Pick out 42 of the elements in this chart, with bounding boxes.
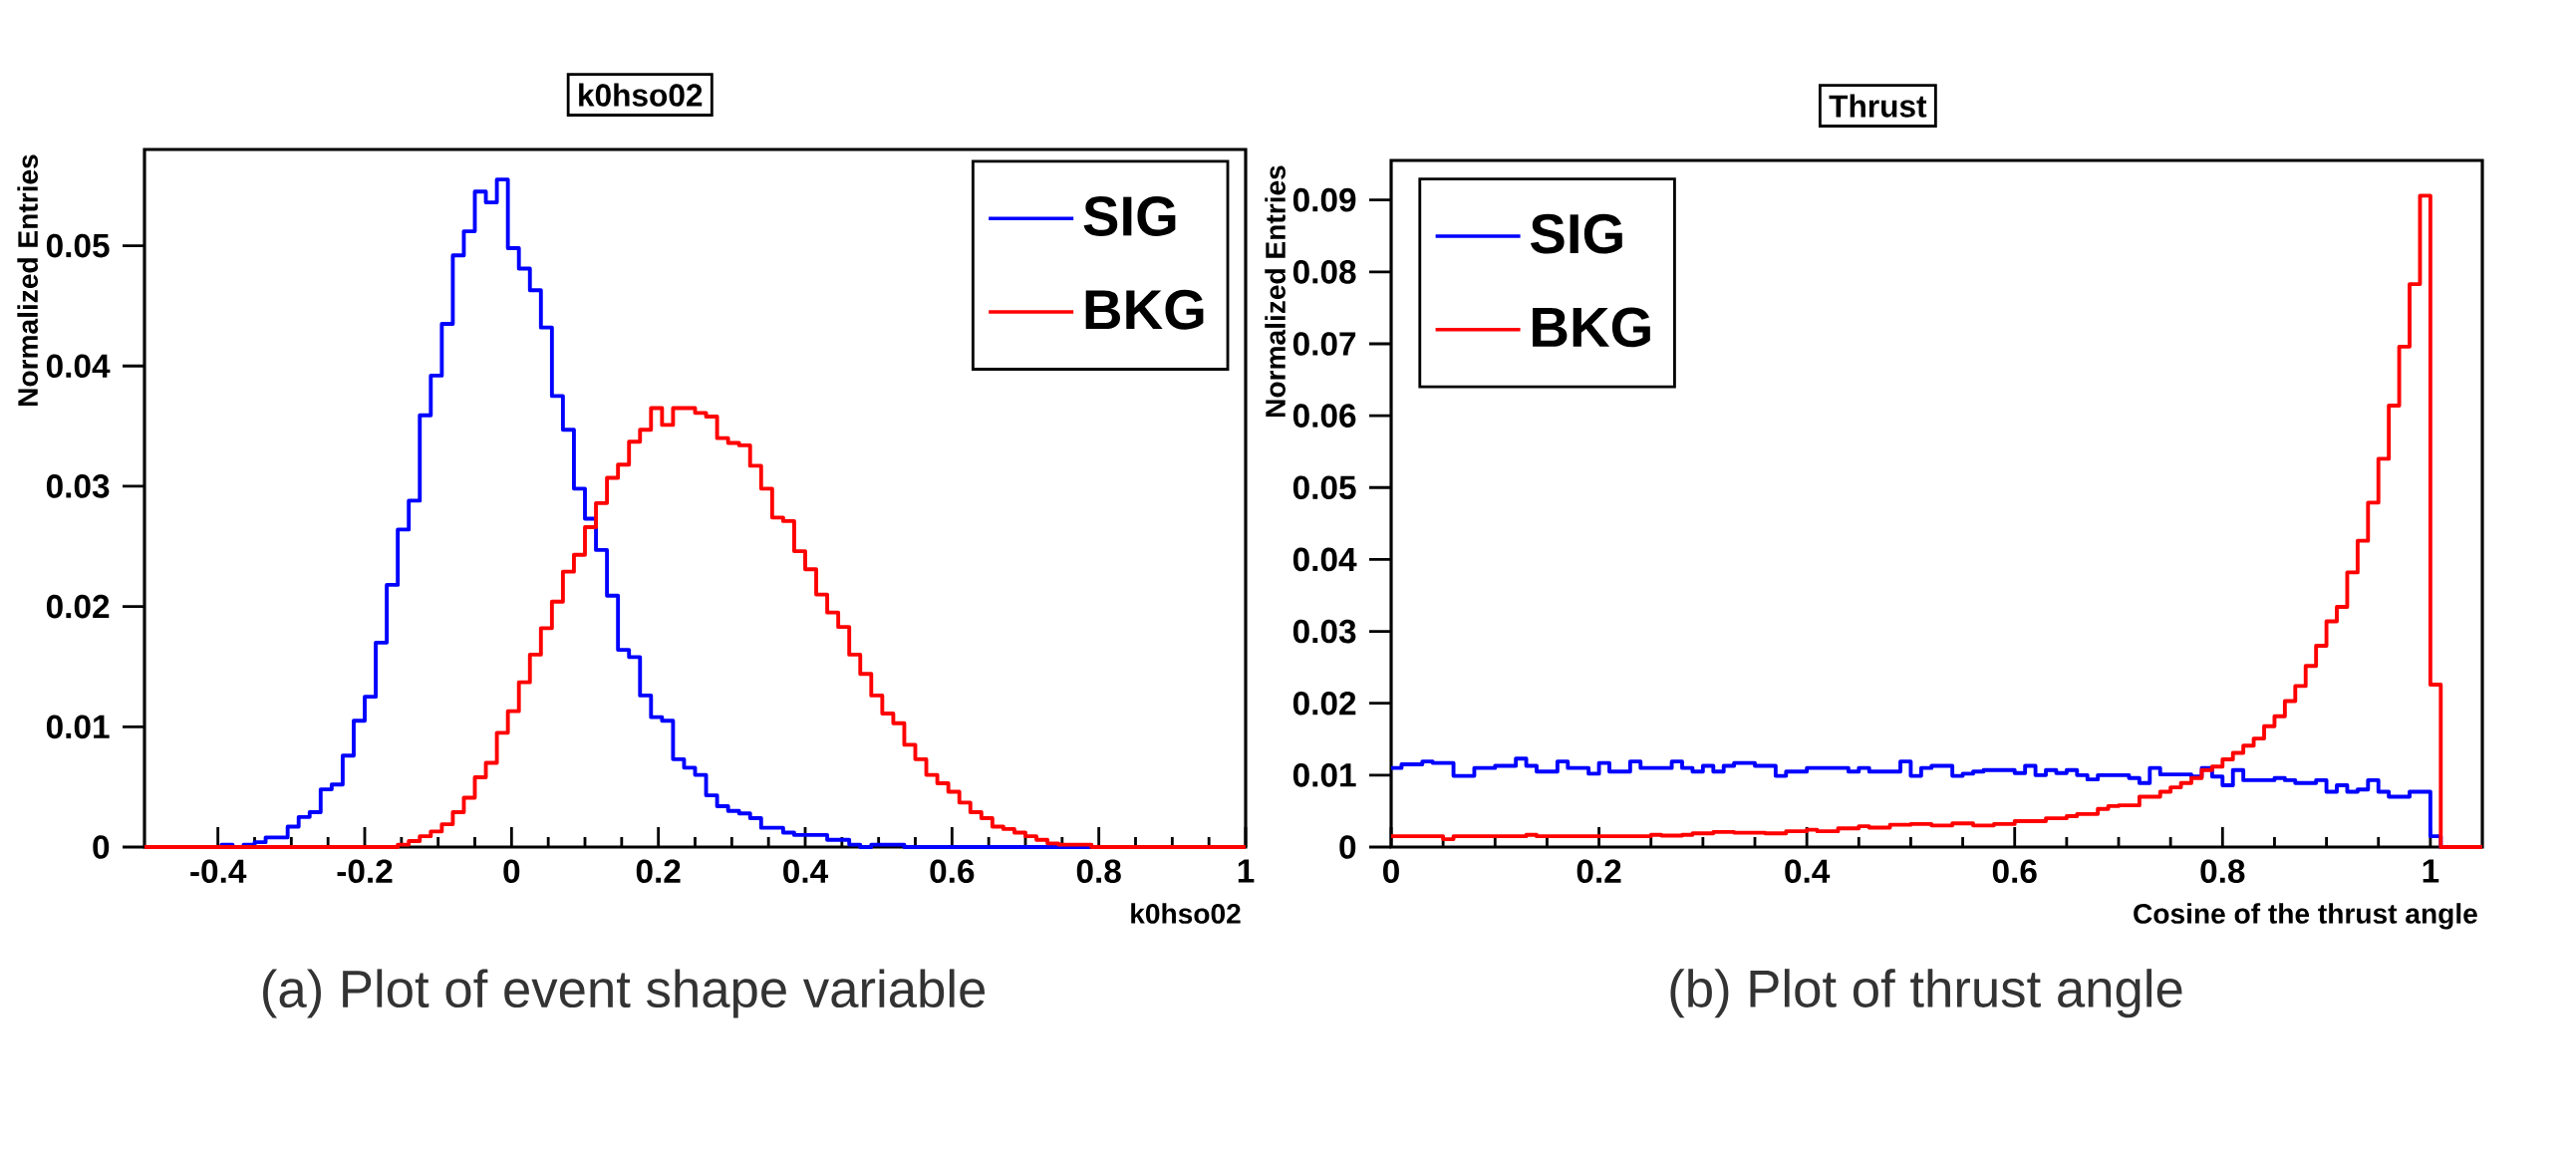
chart-title: Thrust (1829, 94, 1927, 118)
y-tick-label: 0.04 (46, 354, 111, 379)
y-tick-label: 0.05 (46, 233, 110, 258)
x-tick-label: 0.2 (636, 859, 681, 884)
x-axis-title: Cosine of the thrust angle (2134, 903, 2477, 930)
x-tick-label: 1 (2423, 859, 2439, 883)
y-tick-label: 0.08 (1292, 260, 1356, 284)
text: (b) Plot of thrust angle (1670, 969, 2182, 1018)
y-tick-label: 0.05 (1292, 475, 1356, 500)
legend-label: BKG (1533, 307, 1650, 348)
x-tick-label: 0.4 (1785, 859, 1831, 884)
y-axis-title: Normalized Entries (17, 154, 39, 407)
x-tick-label: -0.4 (190, 859, 247, 884)
x-tick-label: 0.8 (2200, 859, 2245, 884)
y-tick-label: 0.06 (1292, 404, 1356, 428)
legend-label: SIG (1083, 196, 1176, 236)
y-tick-label: 0.04 (1292, 547, 1357, 572)
chart-title: k0hso02 (579, 83, 703, 107)
y-tick-label: 0.09 (1292, 187, 1356, 212)
y-tick-label: 0.01 (46, 715, 110, 739)
x-tick-label: 0 (503, 859, 520, 884)
x-tick-label: 0 (1383, 859, 1399, 884)
x-axis-title: k0hso02 (1131, 903, 1241, 924)
y-tick-label: 0.07 (1292, 332, 1356, 356)
x-tick-label: 1 (1238, 859, 1255, 883)
x-tick-label: 0.4 (783, 859, 829, 884)
y-tick-label: 0 (93, 835, 110, 859)
legend-label: SIG (1530, 213, 1622, 254)
y-tick-label: 0.02 (1292, 691, 1356, 716)
x-tick-label: 0.6 (930, 859, 975, 884)
y-tick-label: 0.01 (1292, 763, 1356, 787)
x-tick-label: 0.2 (1576, 859, 1621, 884)
y-tick-label: 0.02 (46, 594, 110, 619)
legend-label: BKG (1085, 289, 1204, 330)
x-tick-label: 0.6 (1992, 859, 2037, 884)
x-tick-label: 0.8 (1076, 859, 1121, 884)
y-axis-title: Normalized Entries (1265, 165, 1286, 418)
text: (a) Plot of event shape variable (263, 969, 986, 1018)
y-tick-label: 0.03 (1292, 619, 1356, 644)
x-tick-label: -0.2 (337, 859, 393, 884)
y-tick-label: 0 (1339, 835, 1356, 859)
y-tick-label: 0.03 (46, 474, 110, 498)
